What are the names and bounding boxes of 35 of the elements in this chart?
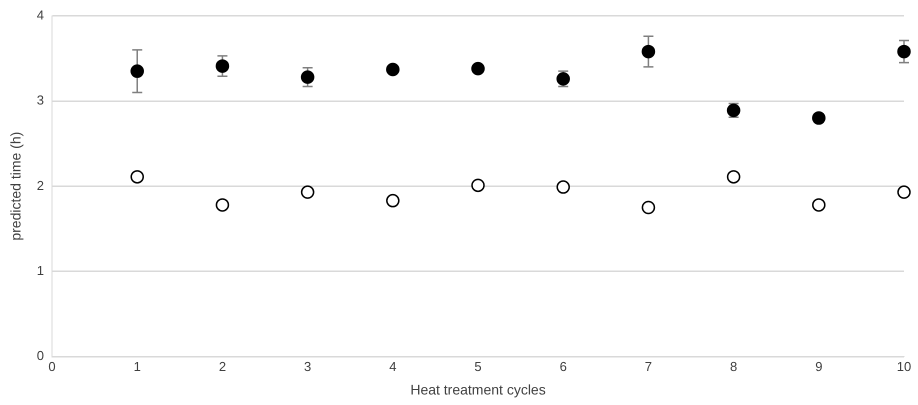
x-tick-label: 1	[134, 358, 141, 374]
point	[897, 185, 911, 199]
x-tick-label: 9	[815, 358, 822, 374]
x-tick-label: 4	[389, 358, 396, 374]
x-tick-label: 8	[730, 358, 738, 374]
point	[897, 44, 911, 58]
point	[726, 170, 740, 184]
point	[556, 180, 570, 194]
y-tick-label: 0	[36, 348, 44, 364]
point	[216, 198, 230, 212]
point	[642, 44, 656, 58]
point	[386, 194, 400, 208]
y-tick-label: 2	[36, 178, 44, 193]
x-tick-label: 3	[304, 358, 312, 374]
point	[386, 62, 400, 76]
point	[812, 198, 826, 212]
x-tick-label: 2	[218, 358, 226, 374]
point	[130, 170, 144, 184]
x-tick-label: 6	[560, 358, 567, 374]
point	[216, 59, 230, 73]
y-tick-label: 1	[36, 262, 44, 278]
y-axis-title: predicted time (h)	[7, 132, 24, 241]
point	[300, 185, 314, 199]
point	[130, 64, 144, 78]
y-tick-label: 4	[36, 7, 44, 22]
x-tick-label: 5	[474, 358, 482, 374]
x-axis-title: Heat treatment cycles	[410, 381, 546, 398]
y-tick-label: 3	[36, 92, 44, 108]
point	[642, 200, 656, 214]
x-tick-label: 0	[48, 358, 56, 374]
point	[471, 178, 485, 192]
point	[300, 70, 314, 84]
x-tick-label: 7	[644, 358, 652, 374]
point	[471, 62, 485, 76]
x-tick-label: 10	[896, 358, 912, 374]
